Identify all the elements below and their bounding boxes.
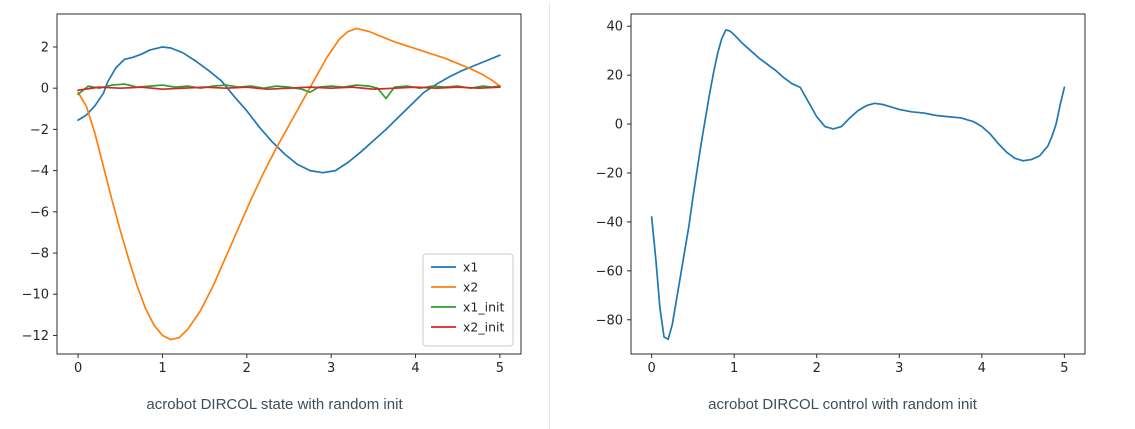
y-tick-label: 0 bbox=[614, 118, 622, 133]
figure-divider bbox=[549, 2, 550, 429]
series-x1_init bbox=[76, 83, 501, 100]
legend-label: x1_init bbox=[463, 300, 504, 315]
x-tick-label: 3 bbox=[895, 361, 903, 376]
y-tick-label: −6 bbox=[29, 205, 48, 220]
control-figure: 0 1 2 3 4 5 40 20 0 −20 −40 −60 −80 acrobot DIRCOL c… bbox=[550, 2, 1135, 429]
chart-svg: 0 1 2 3 4 5 2 0 −2 −4 −6 −8 −10 −12 x1 x2 x1_init x2_init bbox=[21, 13, 521, 376]
state-chart: 0 1 2 3 4 5 2 0 −2 −4 −6 −8 −10 −12 x1 x2 x1_init x2_init bbox=[5, 2, 545, 390]
state-figure: 0 1 2 3 4 5 2 0 −2 −4 −6 −8 −10 −12 x1 x2 x1_init x2_init… bbox=[0, 2, 549, 429]
x-tick-label: 5 bbox=[495, 361, 503, 376]
x-tick-label: 5 bbox=[1060, 361, 1068, 376]
legend-box bbox=[422, 253, 513, 347]
state-chart-caption: acrobot DIRCOL state with random init bbox=[146, 396, 403, 413]
series-x2_init bbox=[76, 86, 501, 92]
x-tick-label: 2 bbox=[242, 361, 250, 376]
x-tick-label: 4 bbox=[411, 361, 419, 376]
y-tick-label: −60 bbox=[595, 264, 622, 279]
y-tick-label: −12 bbox=[21, 329, 48, 344]
y-tick-label: −4 bbox=[29, 164, 48, 179]
y-tick-label: −40 bbox=[595, 215, 622, 230]
y-tick-label: −8 bbox=[29, 247, 48, 262]
series-x2 bbox=[76, 27, 501, 341]
x-tick-label: 2 bbox=[812, 361, 820, 376]
x-tick-label: 1 bbox=[158, 361, 166, 376]
axes-frame bbox=[56, 13, 521, 355]
series-x1 bbox=[76, 46, 501, 174]
y-tick-label: 20 bbox=[606, 69, 623, 84]
chart-svg: 0 1 2 3 4 5 40 20 0 −20 −40 −60 −80 bbox=[595, 13, 1085, 376]
legend-label: x1 bbox=[463, 260, 478, 275]
x-tick-label: 1 bbox=[730, 361, 738, 376]
y-tick-label: 0 bbox=[40, 82, 48, 97]
y-tick-label: −80 bbox=[595, 313, 622, 328]
x-tick-label: 0 bbox=[73, 361, 81, 376]
x-tick-label: 3 bbox=[327, 361, 335, 376]
axes-frame bbox=[630, 13, 1085, 355]
legend-label: x2_init bbox=[463, 320, 504, 335]
y-tick-label: −10 bbox=[21, 288, 48, 303]
y-tick-label: 2 bbox=[40, 40, 48, 55]
series-u bbox=[650, 29, 1065, 341]
x-tick-label: 4 bbox=[977, 361, 985, 376]
control-chart: 0 1 2 3 4 5 40 20 0 −20 −40 −60 −80 bbox=[573, 2, 1113, 390]
control-chart-caption: acrobot DIRCOL control with random init bbox=[708, 396, 977, 413]
legend-label: x2 bbox=[463, 280, 478, 295]
y-tick-label: −20 bbox=[595, 166, 622, 181]
y-tick-label: 40 bbox=[606, 20, 623, 35]
x-tick-label: 0 bbox=[647, 361, 655, 376]
y-tick-label: −2 bbox=[29, 123, 48, 138]
